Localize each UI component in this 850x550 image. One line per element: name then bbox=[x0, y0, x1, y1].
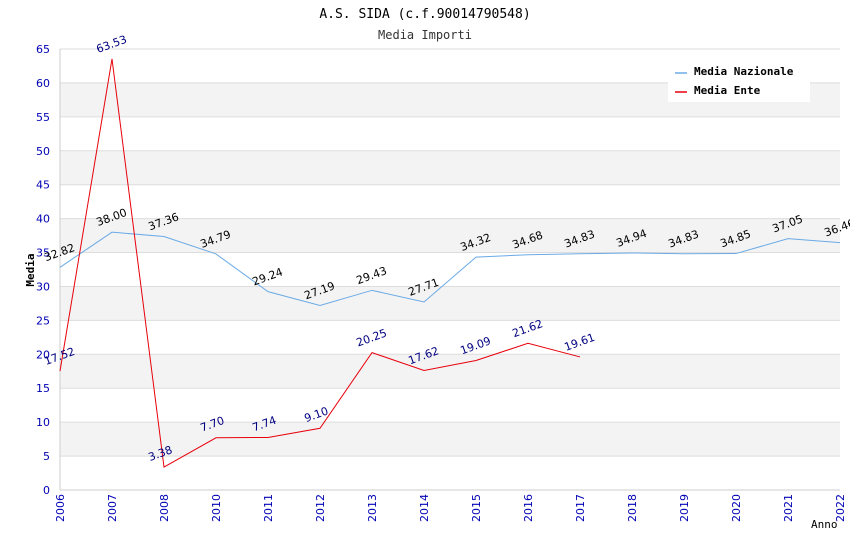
y-tick-label: 40 bbox=[36, 213, 50, 226]
data-label: 63.53 bbox=[95, 33, 129, 56]
grid-band bbox=[60, 354, 840, 389]
x-tick-label: 2021 bbox=[782, 494, 795, 522]
y-tick-label: 35 bbox=[36, 247, 50, 260]
y-tick-label: 0 bbox=[43, 484, 50, 497]
legend-label-media-nazionale: Media Nazionale bbox=[694, 65, 794, 78]
legend: Media Nazionale Media Ente bbox=[668, 60, 810, 102]
x-tick-label: 2013 bbox=[366, 494, 379, 522]
y-axis-label: Media bbox=[24, 253, 37, 286]
y-tick-label: 5 bbox=[43, 450, 50, 463]
data-label: 29.43 bbox=[355, 264, 389, 287]
y-tick-labels: 0 5 10 15 20 25 30 35 40 45 50 55 60 65 bbox=[36, 43, 50, 497]
x-tick-label: 2010 bbox=[210, 494, 223, 522]
y-tick-label: 20 bbox=[36, 348, 50, 361]
y-tick-label: 55 bbox=[36, 111, 50, 124]
y-tick-label: 60 bbox=[36, 77, 50, 90]
x-tick-label: 2014 bbox=[418, 494, 431, 522]
grid-band bbox=[60, 422, 840, 457]
y-tick-label: 50 bbox=[36, 145, 50, 158]
y-tick-label: 15 bbox=[36, 382, 50, 395]
grid-lines bbox=[60, 48, 840, 491]
y-tick-label: 45 bbox=[36, 179, 50, 192]
x-tick-label: 2020 bbox=[730, 494, 743, 522]
data-label: 20.25 bbox=[355, 326, 389, 349]
series-lines bbox=[59, 58, 841, 468]
x-tick-label: 2019 bbox=[678, 494, 691, 522]
x-tick-label: 2008 bbox=[158, 494, 171, 522]
grid-band bbox=[60, 286, 840, 321]
y-tick-label: 25 bbox=[36, 314, 50, 327]
y-tick-label: 30 bbox=[36, 280, 50, 293]
x-tick-label: 2018 bbox=[626, 494, 639, 522]
data-label: 19.61 bbox=[563, 331, 597, 354]
x-tick-label: 2015 bbox=[470, 494, 483, 522]
y-tick-label: 65 bbox=[36, 43, 50, 56]
data-label: 29.24 bbox=[251, 265, 285, 288]
x-tick-label: 2006 bbox=[54, 494, 67, 522]
x-tick-labels: 2006 2007 2008 2010 2011 2012 2013 2014 2015 2016… bbox=[54, 494, 847, 522]
y-tick-label: 10 bbox=[36, 416, 50, 429]
x-axis-label: Anno bbox=[811, 518, 838, 531]
chart-title: A.S. SIDA (c.f.90014790548) bbox=[319, 7, 530, 22]
x-tick-label: 2022 bbox=[834, 494, 847, 522]
x-tick-label: 2011 bbox=[262, 494, 275, 522]
series-line-media-nazionale bbox=[59, 231, 841, 307]
grid-bands bbox=[60, 82, 840, 457]
axes bbox=[59, 49, 840, 491]
legend-label-media-ente: Media Ente bbox=[694, 84, 761, 97]
x-tick-label: 2016 bbox=[522, 494, 535, 522]
series-line-media-ente bbox=[59, 58, 581, 468]
chart-subtitle: Media Importi bbox=[378, 28, 472, 42]
x-tick-label: 2012 bbox=[314, 494, 327, 522]
x-tick-label: 2017 bbox=[574, 494, 587, 522]
legend-box bbox=[668, 60, 810, 102]
grid-band bbox=[60, 218, 840, 253]
grid-band bbox=[60, 150, 840, 185]
x-tick-label: 2007 bbox=[106, 494, 119, 522]
